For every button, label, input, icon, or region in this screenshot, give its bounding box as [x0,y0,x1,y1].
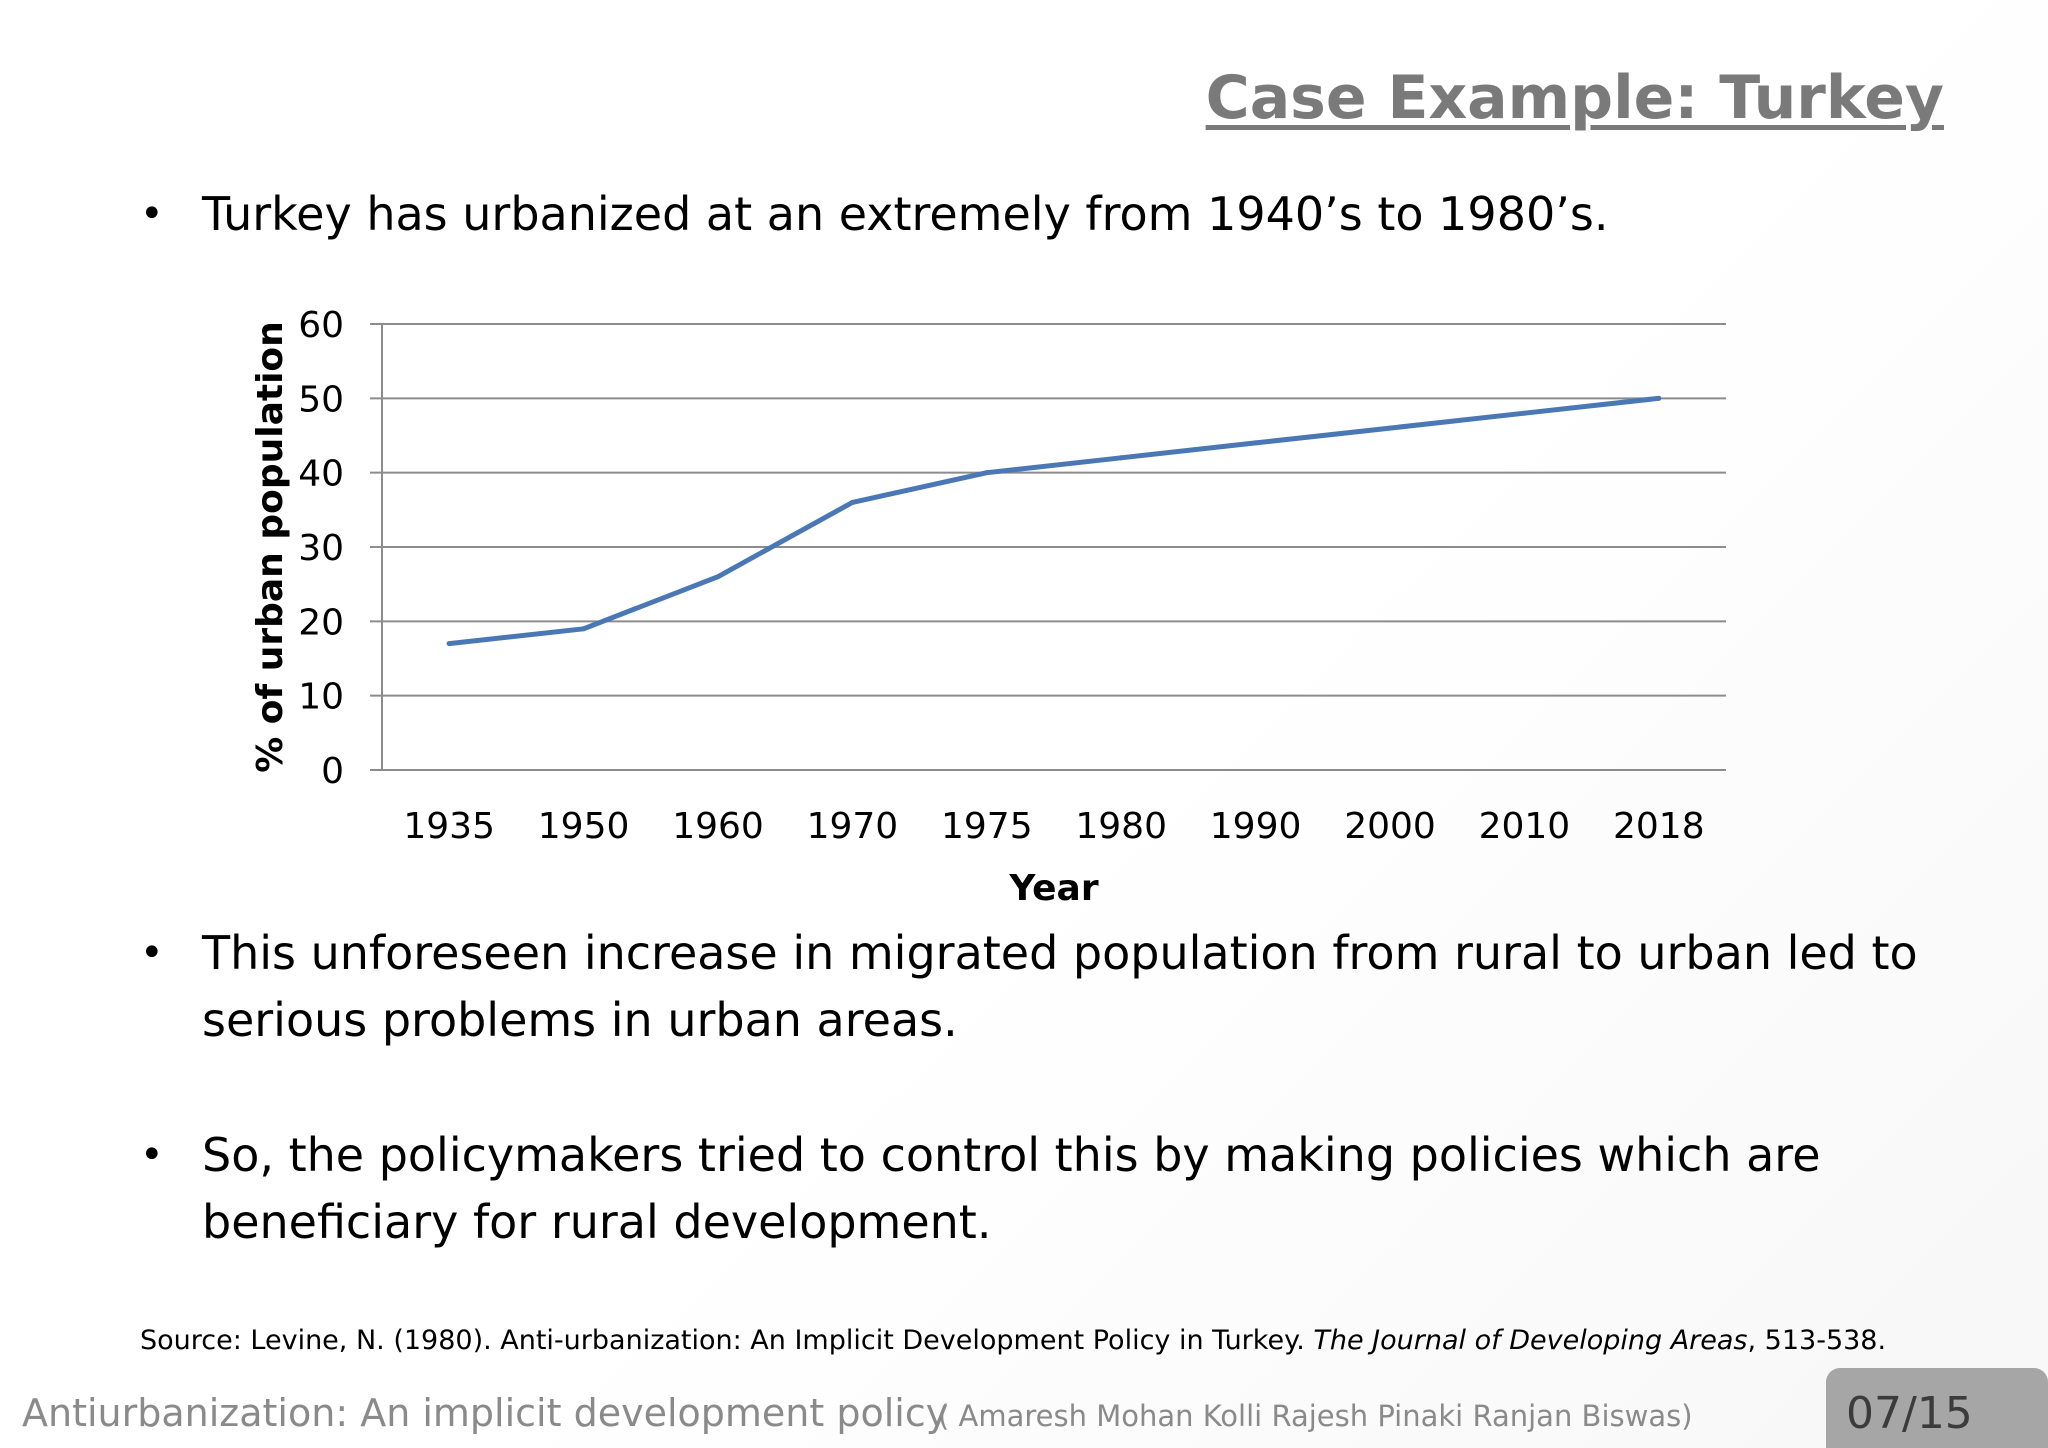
bullet-marker: • [140,191,164,237]
bullet-item: • Turkey has urbanized at an extremely f… [140,181,1992,248]
data-point [1521,410,1527,416]
page-number: 07/15 [1846,1388,1973,1439]
x-tick-label: 1990 [1210,806,1302,847]
data-point [1387,425,1393,431]
data-point [1656,395,1662,401]
chart-gridlines [370,323,1726,771]
data-point [984,470,990,476]
chart-series [446,395,1662,647]
x-tick-label: 2018 [1613,806,1705,847]
x-tick-label: 1970 [807,806,899,847]
slide-title: Case Example: Turkey [1205,63,1944,133]
y-axis-title: % of urban population [250,321,291,773]
y-axis-tick-labels: 0 10 20 30 40 50 60 [298,305,344,792]
data-point [446,641,452,647]
bullet-text: So, the policymakers tried to control th… [202,1128,1821,1249]
y-tick-label: 50 [298,379,344,420]
y-tick-label: 40 [298,454,344,495]
x-tick-label: 1935 [403,806,495,847]
series-line [446,395,1662,647]
y-tick-label: 30 [298,528,344,569]
y-tick-label: 10 [298,677,344,718]
data-point [1253,440,1259,446]
x-tick-label: 1980 [1075,806,1167,847]
source-citation: Source: Levine, N. (1980). Anti-urbaniza… [140,1322,1886,1360]
y-tick-label: 0 [321,751,344,792]
data-point [1118,455,1124,461]
x-axis-title: Year [1008,868,1098,909]
y-tick-label: 20 [298,602,344,643]
bullet-marker: • [140,930,164,976]
data-point [715,574,721,580]
bullet-text: This unforeseen increase in migrated pop… [202,926,1918,1047]
bullet-item: • This unforeseen increase in migrated p… [140,920,1992,1054]
source-prefix: Source: Levine, N. (1980). Anti-urbaniza… [140,1325,1314,1356]
page-number-box [1826,1368,2048,1448]
x-tick-label: 1950 [538,806,630,847]
source-journal: The Journal of Developing Areas [1313,1325,1748,1356]
bullet-item: • So, the policymakers tried to control … [140,1122,1992,1256]
data-point [581,626,587,632]
bullet-marker: • [140,1132,164,1178]
x-tick-label: 2010 [1479,806,1571,847]
x-tick-label: 1960 [672,806,764,847]
y-tick-label: 60 [298,305,344,346]
x-axis-tick-labels: 1935 1950 1960 1970 1975 1980 1990 2000 2010 2018 [403,806,1704,847]
footer-authors: ( Amaresh Mohan Kolli Rajesh Pinaki Ranj… [938,1399,1693,1433]
footer-presentation-title: Antiurbanization: An implicit developmen… [22,1391,949,1435]
x-tick-label: 1975 [941,806,1033,847]
source-suffix: , 513-538. [1747,1325,1887,1356]
x-tick-label: 2000 [1344,806,1436,847]
data-point [849,499,855,505]
bullet-text: Turkey has urbanized at an extremely fro… [202,187,1609,241]
